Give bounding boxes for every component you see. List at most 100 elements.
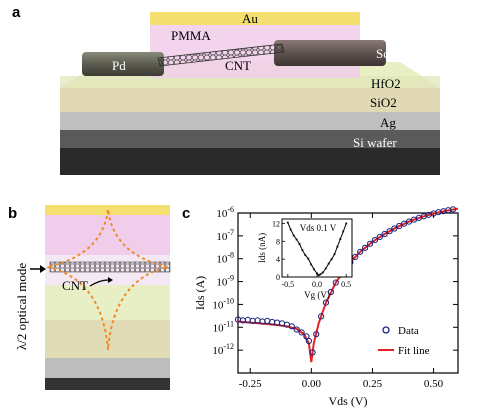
data-point (391, 225, 398, 232)
b-pmma-layer (45, 215, 170, 255)
data-point (309, 349, 316, 356)
data-point (362, 244, 369, 251)
data-point (288, 323, 295, 330)
inset-point (339, 238, 342, 240)
cnt-tube (157, 43, 285, 67)
pmma-label: PMMA (171, 28, 211, 43)
b-si-layer (45, 378, 170, 390)
legend-data-label: Data (398, 325, 419, 337)
panel-c-label: c (182, 205, 191, 222)
data-point (322, 299, 330, 306)
x-tick-label: 0.00 (302, 378, 322, 390)
si-wafer-label: Si wafer (353, 135, 397, 150)
inset-frame (281, 218, 353, 278)
si-wafer-front (60, 148, 440, 175)
x-axis-label: Vds (V) (329, 394, 368, 408)
optical-mode-stack: CNT λ/2 optical mode (14, 205, 171, 390)
x-tick-label: 0.50 (424, 378, 444, 390)
legend-fit-label: Fit line (398, 345, 430, 357)
data-point (352, 253, 359, 261)
data-point (318, 313, 325, 320)
inset-y-tick-label: 4 (276, 255, 280, 264)
x-tick-label: -0.25 (239, 378, 262, 390)
inset-plot: 0 4 8 12 -0.5 0.0 0.5 Vg (V) Ids (nA) Vds 0.1 V (257, 218, 353, 300)
mode-label: λ/2 optical mode (14, 263, 29, 350)
inset-point (321, 271, 324, 274)
data-point (450, 206, 457, 213)
data-point (305, 337, 313, 345)
hfo2-layer (60, 76, 440, 88)
optical-mode-curve (46, 209, 169, 351)
inset-title: Vds 0.1 V (300, 223, 337, 233)
pd-electrode (82, 52, 164, 76)
panel-a-label: a (12, 4, 21, 21)
legend-data-marker (382, 326, 390, 334)
data-point (366, 240, 374, 247)
y-tick-label: 10-12 (212, 342, 234, 357)
inset-point (319, 273, 322, 276)
sio2-label: SiO2 (370, 95, 397, 110)
main-plot-frame (237, 212, 459, 374)
data-point (303, 333, 310, 340)
inset-point (330, 258, 333, 261)
data-point (401, 220, 408, 227)
inset-point (345, 222, 348, 225)
data-point (371, 237, 378, 244)
sio2-layer (60, 88, 440, 112)
inset-y-tick-label: 0 (276, 273, 280, 282)
inset-point (295, 238, 298, 241)
inset-point (342, 230, 345, 233)
b-ag-layer (45, 358, 170, 378)
inset-point (304, 254, 307, 256)
ag-label: Ag (380, 115, 396, 130)
sc-label: Sc (376, 46, 389, 61)
data-point (396, 222, 403, 230)
au-label: Au (242, 11, 258, 26)
inset-point (310, 263, 313, 266)
pd-label: Pd (112, 58, 126, 73)
inset-y-tick-label: 8 (276, 237, 280, 246)
b-hfo2-layer (45, 285, 170, 320)
data-point (264, 317, 271, 325)
inset-point (286, 221, 289, 224)
data-point (386, 228, 393, 235)
b-cnt-label: CNT (62, 278, 88, 293)
data-point (381, 230, 388, 238)
data-point (313, 331, 320, 338)
device-schematic: Au PMMA Pd CNT Sc HfO2 SiO2 Ag Si wafer (60, 11, 440, 175)
inset-point (324, 267, 327, 270)
sc-electrode (274, 40, 386, 66)
inset-point (336, 245, 339, 248)
inset-x-tick-label: 0.5 (341, 280, 351, 289)
inset-point (313, 268, 315, 271)
x-tick-label: 0.25 (363, 378, 383, 390)
ag-layer (60, 112, 440, 130)
inset-x-tick-label: -0.5 (281, 280, 294, 289)
inset-point (292, 234, 295, 237)
inset-point (307, 257, 310, 260)
b-cnt-pointer (89, 279, 109, 287)
y-tick-label: 10-8 (216, 251, 234, 266)
b-cnt-pointer-head (108, 277, 113, 283)
inset-point (301, 249, 304, 252)
y-tick-label: 10-10 (212, 296, 234, 311)
data-point (293, 326, 300, 333)
si-wafer-top (60, 130, 440, 148)
y-tick-label: 10-7 (216, 228, 234, 243)
b-arrow-head (40, 265, 46, 273)
inset-point (333, 253, 336, 256)
b-cnt-tube (49, 261, 171, 273)
inset-point (316, 272, 318, 275)
data-point (327, 288, 334, 296)
inset-point (317, 274, 320, 277)
inset-point (289, 228, 292, 231)
inset-point (298, 243, 301, 245)
data-point (298, 329, 305, 336)
y-tick-label: 10-9 (216, 274, 234, 289)
inset-x-tick-label: 0.0 (312, 280, 322, 289)
inset-y-tick-label: 12 (272, 219, 280, 228)
cnt-label: CNT (225, 58, 251, 73)
